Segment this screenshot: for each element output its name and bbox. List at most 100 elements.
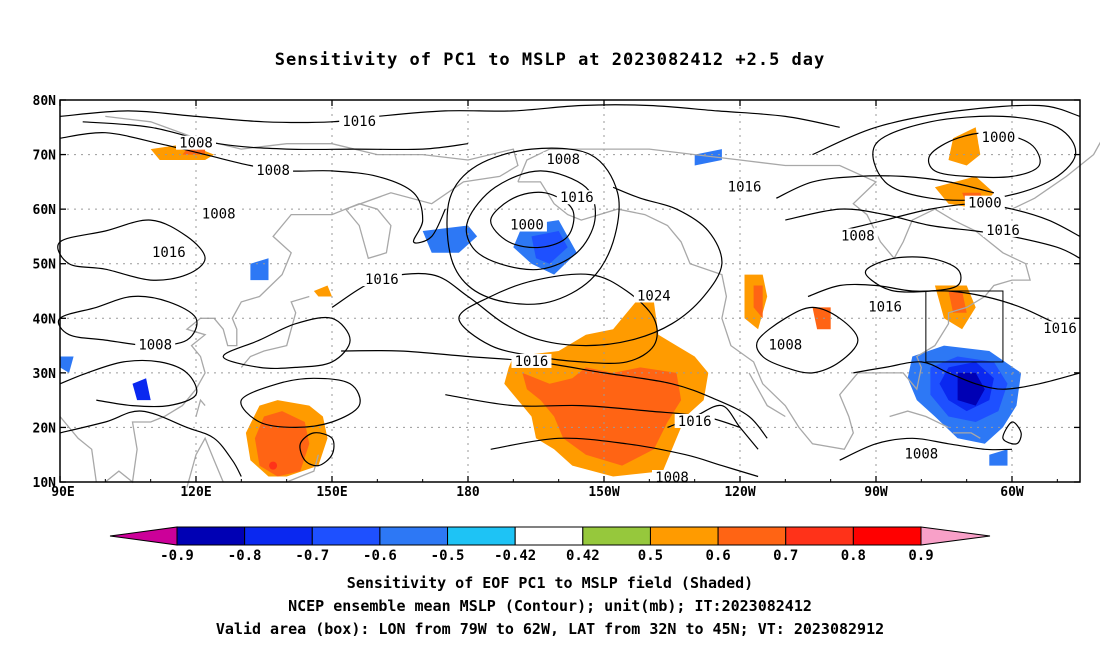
shade-central-pacific-orange — [522, 367, 682, 466]
contour-pacific-1016 — [331, 186, 723, 347]
contour-label: 1016 — [365, 272, 399, 288]
caption-line-1: Sensitivity of EOF PC1 to MSLP field (Sh… — [346, 574, 754, 592]
shade-japan-cyan — [250, 258, 269, 281]
shade-newengland-orange — [948, 291, 967, 313]
contour-label: 1000 — [510, 218, 544, 234]
x-tick-label: 120W — [724, 485, 755, 500]
contour-greenland-1008 — [872, 115, 1077, 201]
x-tick-label: 180 — [456, 485, 480, 500]
contour-label: 1016 — [868, 299, 902, 315]
colorbar-swatch — [582, 526, 651, 546]
colorbar-swatch — [717, 526, 787, 546]
shade-west-pacific-orange — [254, 411, 310, 477]
contour-label: 1016 — [560, 190, 594, 206]
contour-label: 1008 — [655, 470, 689, 486]
shade-india-cyan — [60, 356, 74, 373]
shade-westcoast-orange — [753, 285, 763, 319]
colorbar-label: -0.5 — [431, 548, 465, 564]
colorbar-swatch — [244, 526, 313, 546]
contour-label: 1000 — [982, 130, 1016, 146]
contour-north-atl — [812, 104, 1081, 156]
y-tick-label: 50N — [33, 258, 57, 273]
contour-wpac-1012 — [240, 377, 361, 429]
colorbar-swatch — [447, 526, 516, 546]
contour-label: 1016 — [986, 223, 1020, 239]
contour-label: 1024 — [637, 288, 671, 304]
contour-label: 1016 — [1043, 321, 1077, 337]
contour-china-1008 — [57, 295, 198, 347]
contour-label: 1008 — [256, 163, 290, 179]
contour-greenland-1000 — [927, 131, 1041, 179]
colorbar-swatch — [379, 526, 449, 546]
shade-misc-green — [313, 285, 332, 297]
contour-label: 1016 — [728, 179, 762, 195]
colorbar-swatch — [176, 526, 246, 546]
contour-aleutian-1008 — [465, 170, 596, 271]
y-tick-label: 30N — [33, 367, 57, 382]
contour-label: 1008 — [179, 136, 213, 152]
contour-typhoon — [299, 432, 335, 467]
contour-subtrop-1016 — [341, 350, 768, 439]
y-tick-label: 40N — [33, 312, 57, 327]
colorbar-label: 0.8 — [841, 548, 866, 564]
contour-tropics-1008 — [59, 410, 242, 477]
shade-alaska-blue — [531, 231, 568, 264]
x-tick-label: 90E — [51, 485, 74, 500]
y-tick-label: 80N — [33, 94, 57, 109]
coast-asia — [104, 115, 519, 484]
contour-labels: 1016 1008 1008 1008 1008 1000 1016 1016 1000 1000… — [135, 113, 1080, 486]
contour-mongolia-1016 — [57, 219, 206, 281]
contour-label: 1016 — [152, 245, 186, 261]
contour-label: 1008 — [768, 338, 802, 354]
colorbar-swatch — [649, 526, 719, 546]
colorbar-label: 0.6 — [705, 548, 730, 564]
x-tick-label: 60W — [1000, 485, 1024, 500]
shade-carib-cyan — [989, 449, 1008, 466]
valid-area-box — [925, 290, 1004, 363]
colorbar-label: 0.9 — [908, 548, 933, 564]
contour-label: 1016 — [678, 414, 712, 430]
contour-canada-1008 — [785, 208, 1081, 259]
coast-taiwan — [195, 398, 206, 417]
contour-gulf-1016 — [853, 361, 1081, 390]
colorbar-label: -0.6 — [363, 548, 397, 564]
contour-siberia-1008 — [59, 132, 446, 244]
colorbar-label: -0.8 — [228, 548, 262, 564]
shade-siberia-green — [150, 143, 215, 160]
coast-japan — [240, 295, 310, 368]
colorbar-high-arrow — [920, 526, 991, 546]
x-tick-label: 150E — [316, 485, 347, 500]
colorbar-label: 0.5 — [638, 548, 663, 564]
coast-bay-of-bengal — [59, 416, 97, 483]
colorbar-label: 0.42 — [566, 548, 600, 564]
y-tick-label: 10N — [33, 476, 57, 491]
contour-trade-1008 — [490, 437, 759, 478]
axis-ticks: 90E 120E 150E 180 150W 120W 90W 60W 80N 70N 60N 50N… — [33, 94, 1080, 500]
contour-carib-1008 — [839, 437, 1013, 461]
contour-label: 1016 — [515, 354, 549, 370]
contour-arctic-1016 — [59, 104, 840, 128]
shade-atlantic-blue3 — [957, 372, 985, 406]
x-tick-label: 150W — [588, 485, 619, 500]
contour-sw-1008 — [756, 306, 859, 374]
shade-arctic-cyan — [694, 149, 722, 166]
contour-aleutian-1000 — [490, 191, 575, 249]
valid-box-rect — [925, 290, 1004, 363]
contour-label: 1008 — [904, 447, 938, 463]
shade-scs-blue — [132, 378, 151, 401]
colorbar-label: -0.9 — [160, 548, 194, 564]
contour-canada-1004 — [776, 175, 995, 199]
contour-label: 1016 — [342, 114, 376, 130]
contour-quebec-1012 — [864, 256, 962, 293]
caption-line-3: Valid area (box): LON from 79W to 62W, L… — [215, 620, 885, 638]
colorbar-swatch — [852, 526, 922, 546]
contour-label: 1008 — [138, 338, 172, 354]
contour-label: 1008 — [202, 207, 236, 223]
map-frame — [59, 99, 1081, 483]
x-tick-label: 90W — [864, 485, 888, 500]
mslp-contours — [57, 104, 1081, 478]
chart-title: Sensitivity of PC1 to MSLP at 2023082412… — [274, 50, 826, 70]
shade-greenland-green — [948, 127, 981, 166]
contour-aleutian-1016 — [446, 147, 620, 305]
contour-japan-1016 — [222, 316, 351, 370]
